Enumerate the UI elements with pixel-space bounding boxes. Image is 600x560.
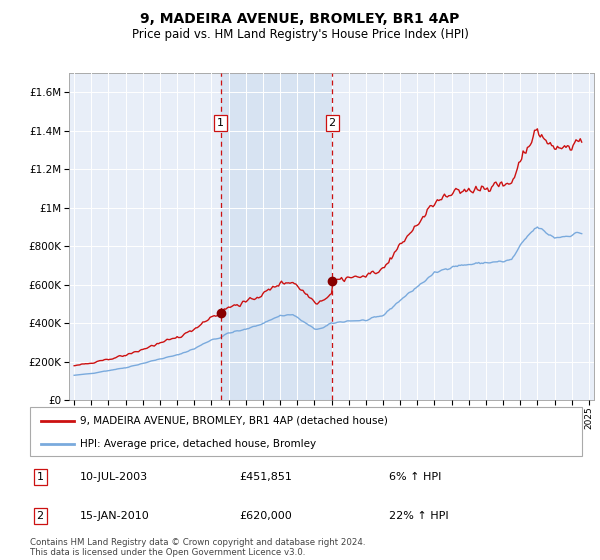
Text: Contains HM Land Registry data © Crown copyright and database right 2024.
This d: Contains HM Land Registry data © Crown c…: [30, 538, 365, 557]
Text: 15-JAN-2010: 15-JAN-2010: [80, 511, 149, 521]
Text: Price paid vs. HM Land Registry's House Price Index (HPI): Price paid vs. HM Land Registry's House …: [131, 28, 469, 41]
Text: 9, MADEIRA AVENUE, BROMLEY, BR1 4AP: 9, MADEIRA AVENUE, BROMLEY, BR1 4AP: [140, 12, 460, 26]
Text: 10-JUL-2003: 10-JUL-2003: [80, 472, 148, 482]
Bar: [221, 73, 332, 400]
Text: £451,851: £451,851: [240, 472, 293, 482]
Text: 9, MADEIRA AVENUE, BROMLEY, BR1 4AP (detached house): 9, MADEIRA AVENUE, BROMLEY, BR1 4AP (det…: [80, 416, 388, 426]
Text: 2: 2: [329, 118, 336, 128]
Text: £620,000: £620,000: [240, 511, 293, 521]
Text: 6% ↑ HPI: 6% ↑ HPI: [389, 472, 441, 482]
Text: 1: 1: [37, 472, 44, 482]
Text: 2: 2: [37, 511, 44, 521]
Text: 1: 1: [217, 118, 224, 128]
Text: HPI: Average price, detached house, Bromley: HPI: Average price, detached house, Brom…: [80, 439, 316, 449]
Text: 22% ↑ HPI: 22% ↑ HPI: [389, 511, 448, 521]
